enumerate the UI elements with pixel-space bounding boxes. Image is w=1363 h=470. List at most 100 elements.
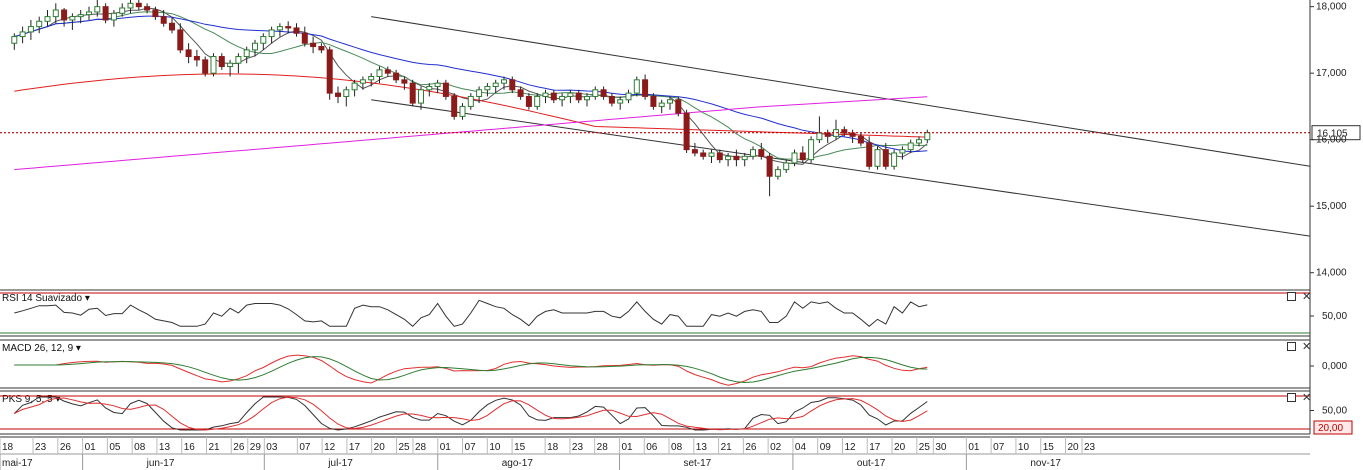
candle-body — [625, 92, 632, 101]
x-day-label: 13 — [696, 442, 708, 453]
x-month-label: jun-17 — [146, 458, 175, 469]
candle-body — [442, 82, 449, 97]
price-y-axis: 14,000 15,000 16,000 17,000 18,000 — [1309, 0, 1347, 434]
candle-body — [758, 149, 765, 157]
candle-body — [368, 75, 375, 81]
pks-maximize-button[interactable] — [1287, 393, 1296, 402]
x-month-label: out-17 — [857, 458, 886, 469]
candle-body — [27, 26, 34, 33]
candle-body — [185, 49, 192, 58]
x-day-label: 23 — [35, 442, 47, 453]
last-price-line: 16,105 — [0, 125, 1361, 141]
candle-body — [326, 49, 333, 94]
x-day-label: 18 — [2, 442, 14, 453]
rsi-close-button[interactable]: ✕ — [1302, 290, 1312, 303]
rsi-line — [14, 299, 928, 327]
x-day-label: 02 — [770, 442, 782, 453]
x-day-label: 23 — [572, 442, 584, 453]
candle-body — [633, 79, 640, 94]
x-day-label: 03 — [266, 442, 278, 453]
candle-body — [44, 16, 51, 22]
x-day-label: 20 — [374, 442, 386, 453]
x-day-label: 08 — [671, 442, 683, 453]
candle-body — [866, 142, 873, 167]
rsi-maximize-button[interactable] — [1287, 292, 1296, 301]
candle-body — [600, 89, 607, 97]
candle-body — [169, 22, 175, 31]
candle-body — [235, 56, 242, 64]
pks-close-button[interactable]: ✕ — [1302, 391, 1312, 404]
candle-body — [119, 7, 126, 14]
x-month-label: nov-17 — [1030, 458, 1061, 469]
candle-body — [335, 92, 341, 97]
ma-magenta-line — [14, 96, 928, 171]
candle-body — [924, 132, 931, 141]
candle-body — [227, 62, 234, 68]
ma-short-line — [14, 7, 928, 165]
price-tick-label: 15,000 — [1316, 201, 1347, 212]
candle-body — [525, 95, 532, 107]
candle-body — [160, 16, 167, 24]
x-day-label: 01 — [85, 442, 97, 453]
x-day-label: 12 — [844, 442, 856, 453]
candle-body — [301, 32, 308, 44]
pks-panel-label: PKS 9, 5, 5 ▾ — [2, 394, 60, 405]
candle-body — [658, 102, 665, 107]
candle-body — [534, 95, 541, 107]
candle-body — [19, 31, 26, 38]
x-day-label: 26 — [745, 442, 757, 453]
candle-body — [318, 46, 325, 51]
x-day-label: 17 — [869, 442, 881, 453]
candle-body — [52, 9, 59, 18]
x-day-label: 25 — [398, 442, 410, 453]
candle-body — [177, 29, 184, 51]
candle-body — [310, 42, 317, 48]
candle-body — [899, 149, 906, 154]
channel-lower-line — [371, 99, 1311, 237]
candle-body — [376, 69, 383, 77]
candle-body — [824, 132, 831, 137]
x-month-label: set-17 — [683, 458, 711, 469]
indicator-panels: RSI 14 Suavizado ▾ 50,00 MACD 26, 12, 9 ▾ 0… — [0, 289, 1353, 435]
pks-k-line — [13, 396, 928, 431]
candle-body — [584, 95, 590, 101]
candle-body — [434, 82, 441, 87]
candle-body — [907, 142, 914, 151]
candle-body — [426, 85, 433, 91]
candle-body — [69, 16, 76, 21]
candle-body — [891, 152, 898, 167]
candle-body — [467, 95, 474, 107]
candle-body — [285, 26, 292, 29]
x-day-label: 28 — [597, 442, 609, 453]
candle-body — [683, 112, 690, 151]
candle-body — [409, 82, 416, 104]
x-day-label: 20 — [1067, 442, 1079, 453]
candle-body — [492, 82, 499, 87]
x-day-label: 04 — [795, 442, 807, 453]
last-price-label: 16,105 — [1317, 129, 1348, 140]
candle-body — [11, 36, 18, 44]
rsi-panel-label: RSI 14 Suavizado ▾ — [2, 293, 90, 304]
candle-body — [127, 2, 134, 9]
price-tick-label: 16,000 — [1316, 135, 1347, 146]
candle-body — [675, 99, 682, 114]
x-day-label: 18 — [547, 442, 559, 453]
candle-body — [882, 149, 889, 167]
candle-body — [501, 79, 507, 84]
candle-body — [791, 152, 798, 164]
x-day-label: 01 — [440, 442, 452, 453]
candle-body — [808, 139, 815, 161]
candle-body — [393, 72, 400, 81]
ma-green-line — [14, 11, 928, 160]
candle-body — [102, 6, 109, 21]
x-day-label: 07 — [465, 442, 477, 453]
candle-body — [857, 135, 864, 144]
macd-maximize-button[interactable] — [1287, 342, 1296, 351]
x-day-label: 26 — [60, 442, 72, 453]
candle-body — [592, 89, 599, 97]
candle-body — [268, 29, 275, 38]
trend-channel — [371, 16, 1311, 237]
candle-body — [110, 12, 117, 21]
macd-close-button[interactable]: ✕ — [1302, 340, 1312, 353]
x-day-label: 01 — [621, 442, 633, 453]
